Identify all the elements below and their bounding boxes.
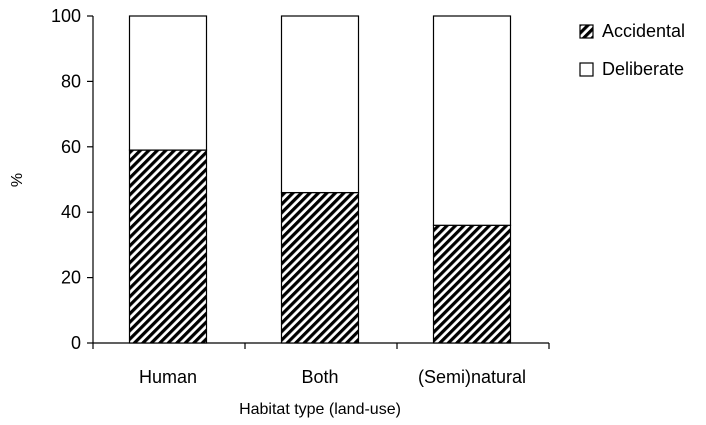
plot-area: 0 20 40 60 80 100 Human Both (Semi)natural [51,6,550,387]
y-tick-label: 80 [61,71,81,91]
y-tick-label: 40 [61,202,81,222]
y-tick-label: 20 [61,268,81,288]
legend-label-accidental: Accidental [602,21,685,41]
legend-swatch-deliberate [579,62,594,77]
bar-accidental-1 [280,191,360,344]
legend-swatch-accidental [579,24,594,39]
y-axis-label: % [9,173,26,187]
bar-accidental-2 [432,224,512,344]
x-tick-label: (Semi)natural [418,367,526,387]
x-axis-label: Habitat type (land-use) [239,401,401,418]
bar-deliberate-1 [280,15,360,194]
legend-label-deliberate: Deliberate [602,59,684,79]
y-tick-label: 100 [51,6,81,26]
legend: Accidental Deliberate [579,21,685,79]
x-tick-label: Both [301,367,338,387]
bar-deliberate-0 [128,15,208,151]
y-tick-label: 0 [71,333,81,353]
x-tick-label: Human [139,367,197,387]
bar-accidental-0 [128,149,208,344]
bar-deliberate-2 [432,15,512,226]
y-tick-label: 60 [61,137,81,157]
